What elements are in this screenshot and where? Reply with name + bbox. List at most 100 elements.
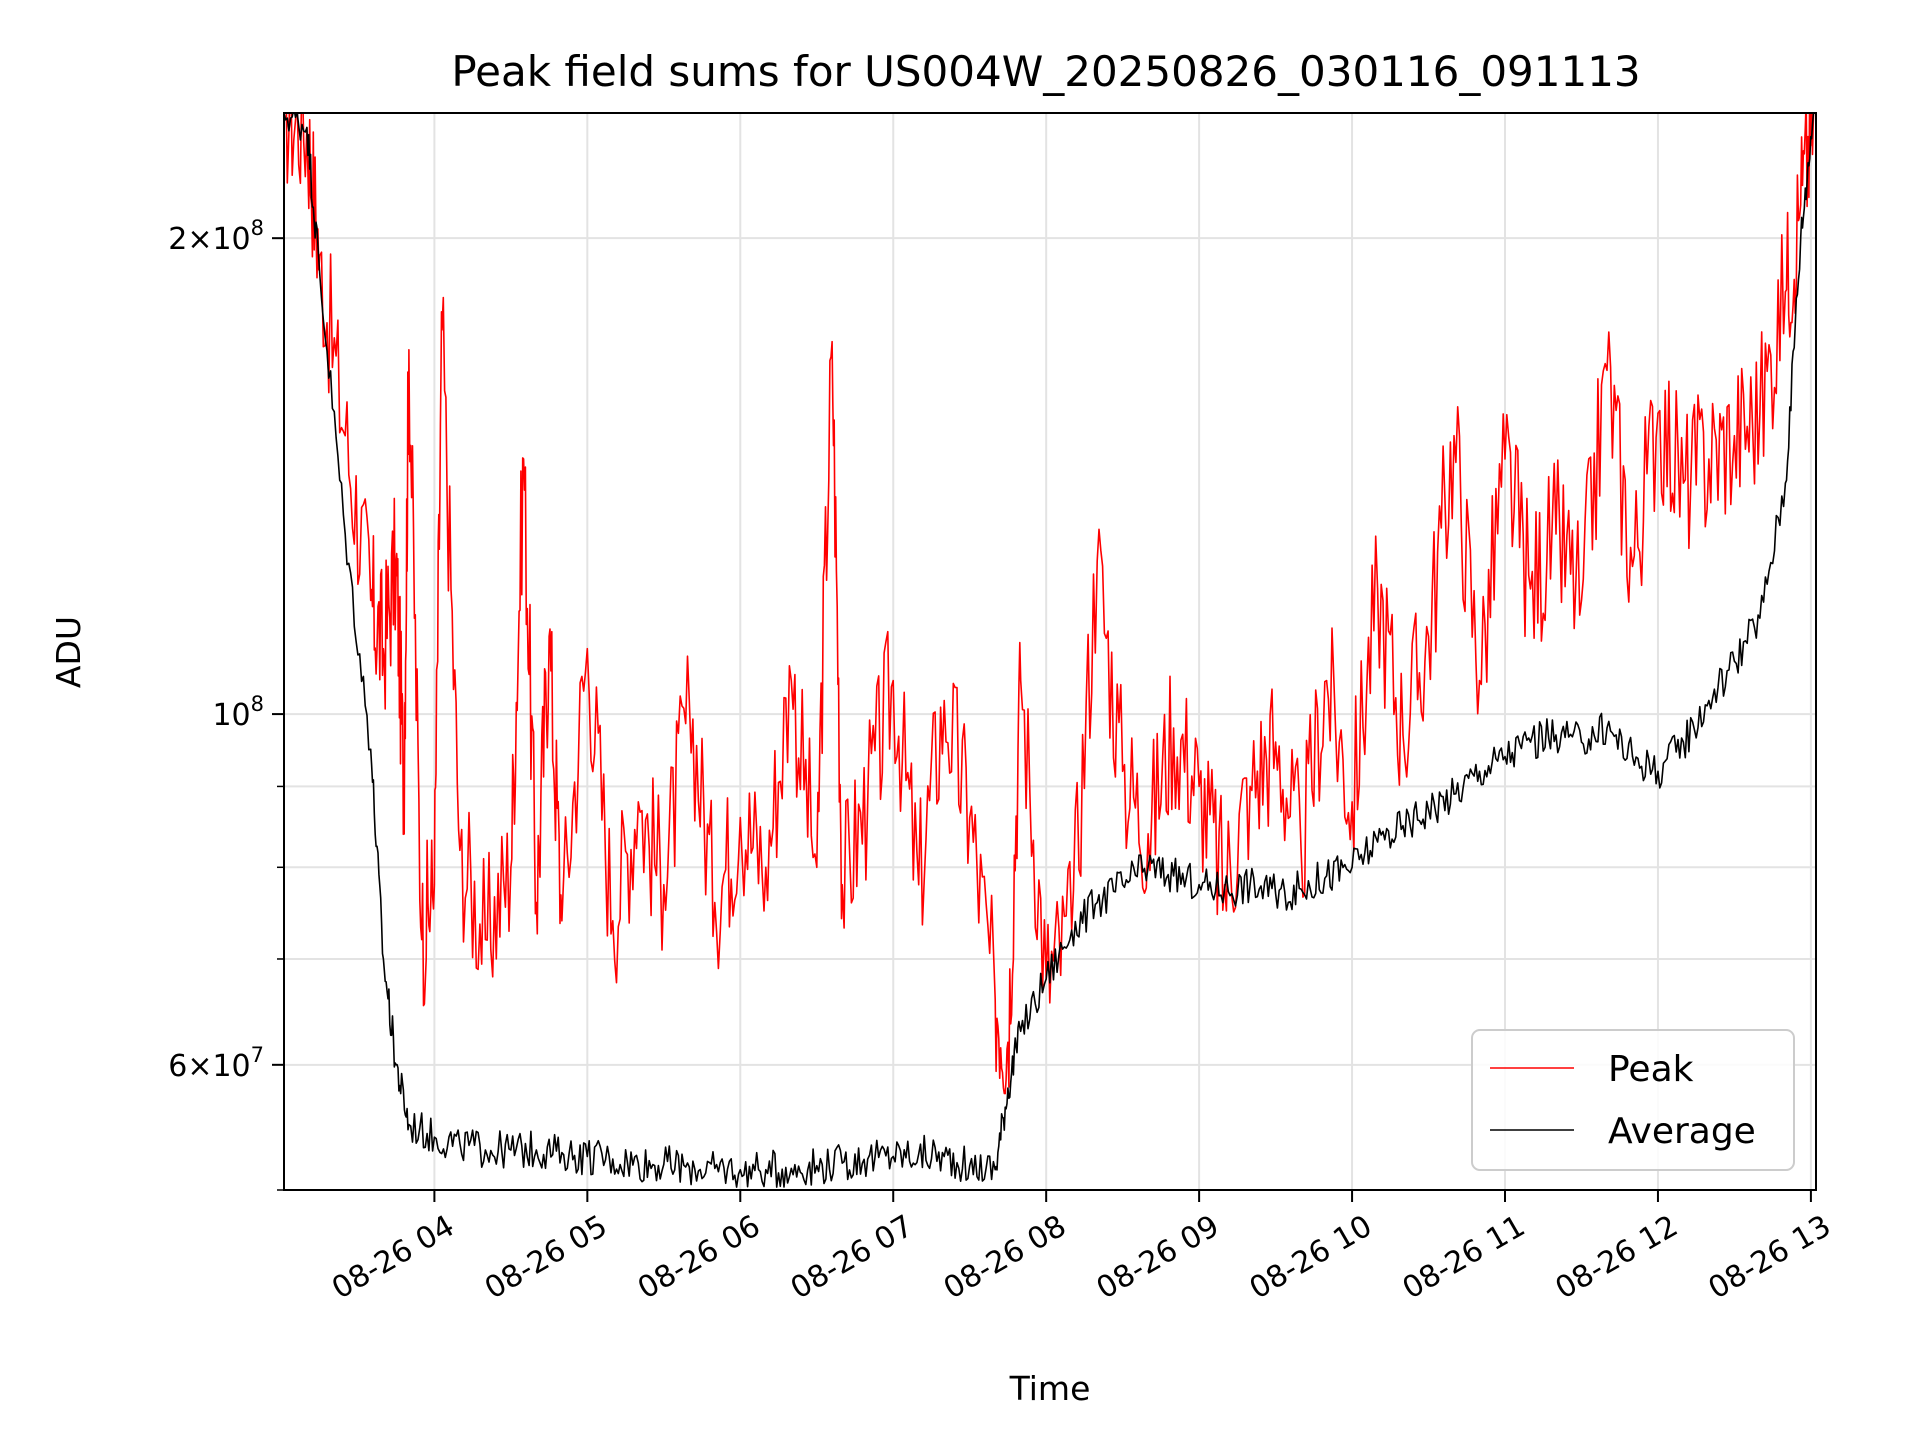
data-point-average xyxy=(1759,617,1761,619)
data-point-peak xyxy=(1478,680,1481,682)
data-point-average xyxy=(790,1167,792,1169)
y-tick-label: 6×107 xyxy=(168,1043,264,1084)
data-point-peak xyxy=(1800,204,1802,206)
data-point-peak xyxy=(688,699,690,702)
data-point-average xyxy=(1427,809,1430,811)
data-point-peak xyxy=(1529,588,1532,590)
data-point-average xyxy=(586,1155,588,1158)
data-point-peak xyxy=(1007,1041,1009,1043)
data-point-average xyxy=(969,1165,971,1167)
data-point-average xyxy=(612,1158,614,1160)
y-tick-label: 108 xyxy=(212,692,264,733)
data-point-peak xyxy=(969,817,971,819)
data-point-peak xyxy=(535,901,538,904)
y-tick-exponent: 8 xyxy=(251,216,264,240)
data-point-peak xyxy=(1657,412,1659,414)
plot-frame xyxy=(283,112,1817,1191)
data-point-peak xyxy=(612,920,614,922)
data-point-average xyxy=(1708,699,1710,702)
data-point-average xyxy=(408,1124,410,1126)
data-point-average xyxy=(370,748,372,750)
data-point-average xyxy=(1402,825,1404,827)
data-point-peak xyxy=(395,560,397,562)
data-point-average xyxy=(1657,770,1659,772)
data-point-peak xyxy=(421,939,423,941)
data-point-average xyxy=(1800,237,1802,239)
data-point-average xyxy=(535,1149,538,1151)
data-point-peak xyxy=(1606,369,1608,371)
data-point-average xyxy=(1784,482,1786,484)
data-point-peak xyxy=(1580,599,1583,602)
data-point-peak xyxy=(1784,291,1786,293)
data-point-peak xyxy=(816,866,818,868)
data-point-peak xyxy=(523,458,525,460)
y-tick-exponent: 7 xyxy=(251,1043,264,1067)
data-point-peak xyxy=(831,341,833,343)
x-axis-title: Time xyxy=(1009,1369,1091,1408)
data-point-peak xyxy=(484,939,486,941)
data-point-peak xyxy=(867,801,869,803)
data-point-peak xyxy=(1733,435,1735,437)
data-point-peak xyxy=(714,901,716,904)
data-point-peak xyxy=(1402,734,1404,736)
y-tick-base: 10 xyxy=(212,698,250,733)
data-point-average xyxy=(918,1153,920,1155)
data-point-average xyxy=(637,1162,639,1164)
data-point-peak xyxy=(892,680,894,682)
data-point-peak xyxy=(1351,801,1353,803)
data-point-average xyxy=(1377,841,1379,843)
data-point-average xyxy=(1071,929,1073,931)
data-point-average xyxy=(1096,901,1098,904)
data-point-peak xyxy=(994,998,996,1001)
legend: Peak Average xyxy=(1471,1029,1795,1171)
data-point-average xyxy=(892,1155,894,1158)
data-point-average xyxy=(1249,884,1251,886)
y-tick-mantissa: 2 xyxy=(168,222,187,257)
data-point-peak xyxy=(1427,635,1430,637)
data-point-peak xyxy=(1708,458,1710,460)
data-point-peak xyxy=(1275,741,1277,743)
data-point-average xyxy=(994,1169,996,1171)
data-point-average xyxy=(816,1165,818,1167)
data-point-peak xyxy=(344,435,346,437)
data-point-peak xyxy=(1377,588,1379,590)
data-point-peak xyxy=(1096,560,1098,562)
data-point-average xyxy=(1198,884,1200,886)
y-tick-exponent: 8 xyxy=(251,692,264,716)
data-point-average xyxy=(433,1136,435,1138)
data-point-peak xyxy=(1122,770,1124,772)
data-point-peak xyxy=(403,785,405,788)
data-point-average xyxy=(1007,1087,1009,1089)
data-point-average xyxy=(1733,660,1735,662)
data-point-average xyxy=(1351,866,1353,868)
data-point-average xyxy=(1555,734,1557,736)
data-point-average xyxy=(459,1142,461,1145)
data-point-peak xyxy=(1631,565,1634,568)
data-point-peak xyxy=(408,349,410,351)
data-point-peak xyxy=(1682,482,1684,484)
legend-label-peak: Peak xyxy=(1608,1049,1694,1090)
data-point-average xyxy=(344,533,346,535)
legend-label-average: Average xyxy=(1608,1111,1756,1152)
data-point-average xyxy=(1631,756,1634,758)
data-point-peak xyxy=(586,648,588,650)
data-point-average xyxy=(765,1169,767,1171)
data-point-peak xyxy=(370,599,372,602)
data-point-peak xyxy=(943,699,945,702)
data-point-average xyxy=(1147,866,1149,868)
data-point-peak xyxy=(637,801,639,803)
data-point-peak xyxy=(1198,785,1200,788)
data-point-peak xyxy=(663,884,665,886)
data-point-average xyxy=(1478,770,1481,772)
y-axis-title: ADU xyxy=(49,616,88,688)
data-point-average xyxy=(1682,741,1684,743)
data-point-average xyxy=(484,1149,486,1151)
data-point-average xyxy=(1580,741,1583,743)
y-tick-times: ×10 xyxy=(187,222,250,257)
data-point-average xyxy=(1326,875,1328,877)
data-point-peak xyxy=(790,680,792,682)
data-point-average xyxy=(1606,727,1608,729)
data-point-average xyxy=(867,1158,869,1160)
